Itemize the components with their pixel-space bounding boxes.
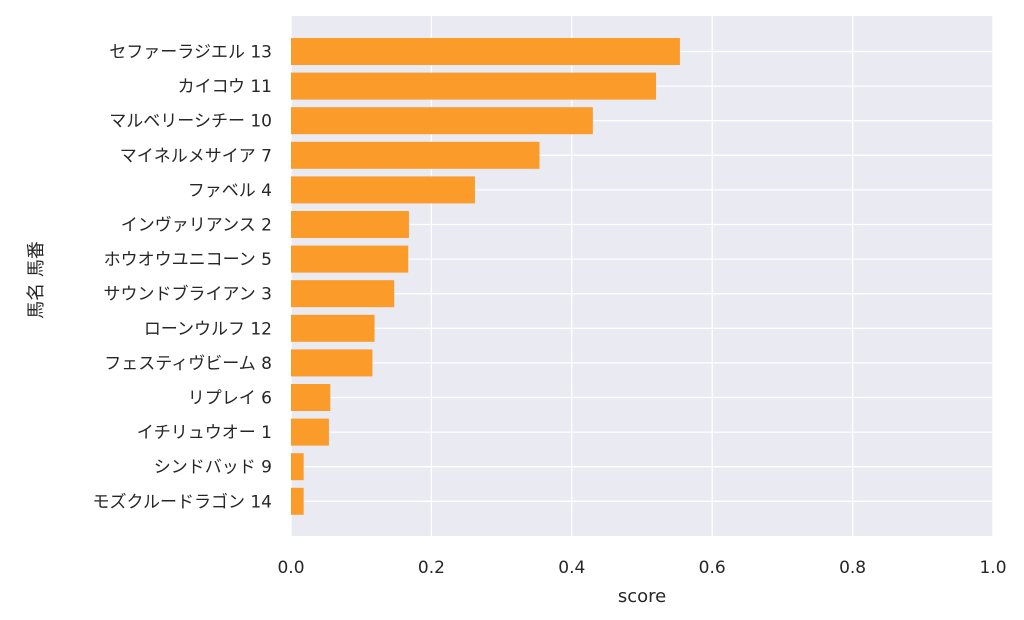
bar <box>291 176 475 204</box>
x-tick-label: 0.4 <box>558 558 585 578</box>
category-label: インヴァリアンス 2 <box>121 216 272 236</box>
x-axis-label: score <box>618 586 666 607</box>
category-label: モズクルードラゴン 14 <box>92 491 272 512</box>
bar <box>291 453 304 481</box>
bar <box>291 418 329 446</box>
x-tick-label: 0.8 <box>839 558 866 578</box>
bar <box>291 211 409 238</box>
x-tick-label: 0.0 <box>277 558 304 578</box>
category-label: ホウオウユニコーン 5 <box>104 250 272 270</box>
bar <box>291 141 540 169</box>
category-label: カイコウ 11 <box>178 77 272 97</box>
category-label: マイネルメサイア 7 <box>120 146 272 166</box>
x-tick-label: 0.6 <box>699 558 726 578</box>
bar <box>291 72 657 100</box>
y-axis-label: 馬名 馬番 <box>26 241 47 319</box>
bar <box>291 384 331 411</box>
bar <box>291 487 304 515</box>
bar <box>291 38 680 65</box>
category-label: サウンドブライアン 3 <box>103 284 272 305</box>
category-label: セファーラジエル 13 <box>109 43 272 63</box>
category-label: マルベリーシチー 10 <box>109 112 272 132</box>
bar <box>291 314 375 342</box>
bar <box>291 245 409 273</box>
x-tick-label: 0.2 <box>418 558 445 578</box>
x-tick-label: 1.0 <box>979 558 1006 578</box>
category-label: シンドバッド 9 <box>154 458 272 478</box>
bar <box>291 107 593 135</box>
x-tick-labels: 0.0 0.2 0.4 0.6 0.8 1.0 <box>277 558 1006 578</box>
category-label: イチリュウオー 1 <box>137 423 272 443</box>
bar <box>291 280 395 308</box>
category-label: リプレイ 6 <box>188 389 272 409</box>
bar <box>291 349 373 377</box>
category-labels: セファーラジエル 13 カイコウ 11 マルベリーシチー 10 マイネルメサイア 7 フ… <box>92 43 272 513</box>
category-label: ファベル 4 <box>188 181 272 201</box>
plot-area <box>291 16 993 536</box>
category-label: フェスティヴビーム 8 <box>104 354 272 374</box>
category-label: ローンウルフ 12 <box>144 319 272 339</box>
bars-group <box>291 38 680 515</box>
